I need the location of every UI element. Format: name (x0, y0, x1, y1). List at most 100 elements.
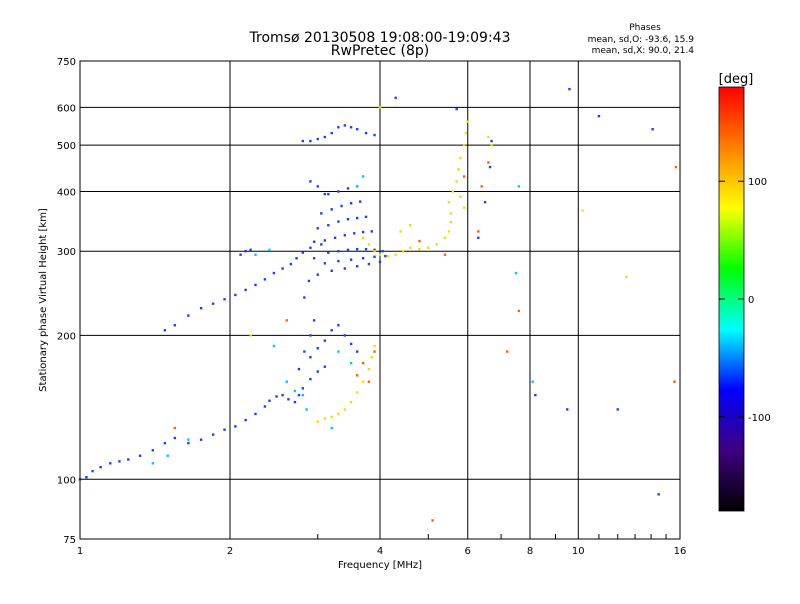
data-point (449, 212, 453, 215)
data-point (674, 165, 678, 169)
data-point (505, 350, 509, 353)
data-point (373, 133, 376, 137)
data-point (297, 367, 301, 371)
data-point (327, 192, 330, 196)
data-point (370, 356, 373, 359)
data-point (244, 418, 247, 422)
data-point (355, 350, 359, 353)
data-point (173, 324, 177, 327)
data-point (418, 247, 421, 251)
data-point (275, 395, 278, 398)
data-point (616, 408, 619, 411)
data-point (565, 408, 569, 411)
data-point (330, 131, 333, 135)
data-point (514, 271, 518, 275)
stats-heading: Phases (629, 23, 661, 33)
data-point (211, 302, 215, 305)
data-point (531, 380, 534, 383)
data-point (127, 458, 130, 461)
data-point (364, 215, 368, 219)
data-point (312, 319, 316, 322)
data-point (447, 200, 451, 204)
colorbar-label: [deg] (719, 72, 754, 87)
phase-series (78, 87, 660, 496)
data-point (249, 334, 252, 337)
data-point (361, 236, 365, 240)
data-point (394, 96, 397, 100)
data-point (330, 426, 333, 430)
data-point (673, 380, 676, 383)
data-point (449, 221, 453, 224)
y-tick-label: 400 (57, 187, 76, 198)
data-point (301, 387, 305, 390)
data-point (173, 426, 177, 430)
data-point (651, 127, 654, 131)
data-point (187, 441, 190, 445)
data-point (367, 243, 371, 246)
data-point (349, 361, 353, 365)
data-point (381, 250, 384, 253)
data-point (409, 224, 412, 227)
data-point (568, 87, 571, 91)
data-point (488, 165, 492, 169)
data-point (349, 126, 353, 129)
data-point (625, 275, 628, 279)
data-point (355, 374, 359, 377)
data-point (443, 236, 447, 240)
data-point (272, 271, 276, 275)
data-point (343, 234, 347, 237)
data-point (361, 257, 365, 260)
data-point (337, 126, 340, 129)
data-point (320, 212, 323, 215)
y-tick-label: 500 (57, 141, 76, 152)
data-point (309, 377, 312, 381)
y-axis-label: Stationary phase Virtual Height [km] (38, 208, 49, 392)
data-point (455, 107, 458, 111)
chart-subtitle: RwPretec (8p) (331, 43, 429, 59)
x-tick-label: 2 (227, 546, 233, 557)
data-point (367, 380, 371, 383)
colorbar-ticks: 100 0 -100 (719, 177, 771, 424)
x-tick-label: 6 (465, 546, 471, 557)
phase-series (249, 106, 628, 423)
data-point (244, 288, 247, 292)
data-point (263, 278, 267, 281)
data-point (281, 267, 284, 270)
data-point (367, 367, 371, 371)
data-point (373, 248, 376, 252)
data-point (355, 127, 359, 131)
data-point (462, 206, 466, 209)
phase-series (151, 175, 534, 465)
data-point (323, 417, 327, 420)
data-point (293, 389, 297, 393)
data-point (373, 255, 376, 259)
data-point (187, 314, 190, 317)
data-point (316, 420, 319, 423)
data-point (303, 296, 306, 299)
data-point (118, 460, 121, 463)
data-point (364, 247, 368, 251)
data-point (211, 433, 215, 436)
data-point (349, 342, 353, 346)
data-point (346, 218, 350, 221)
data-point (378, 253, 382, 256)
phase-series (173, 161, 678, 522)
data-point (459, 195, 462, 198)
data-point (534, 393, 537, 397)
data-point (249, 248, 252, 252)
y-tick-label: 300 (57, 247, 76, 258)
data-point (305, 408, 308, 411)
data-point (151, 449, 155, 452)
data-point (457, 168, 460, 171)
data-point (268, 399, 271, 402)
data-point (443, 253, 447, 256)
data-point (431, 519, 434, 522)
data-point (254, 412, 257, 416)
data-point (447, 230, 451, 233)
y-tick-label: 75 (63, 535, 76, 546)
data-point (309, 246, 312, 249)
data-point (451, 190, 455, 193)
data-point (287, 398, 290, 401)
data-point (517, 309, 521, 313)
